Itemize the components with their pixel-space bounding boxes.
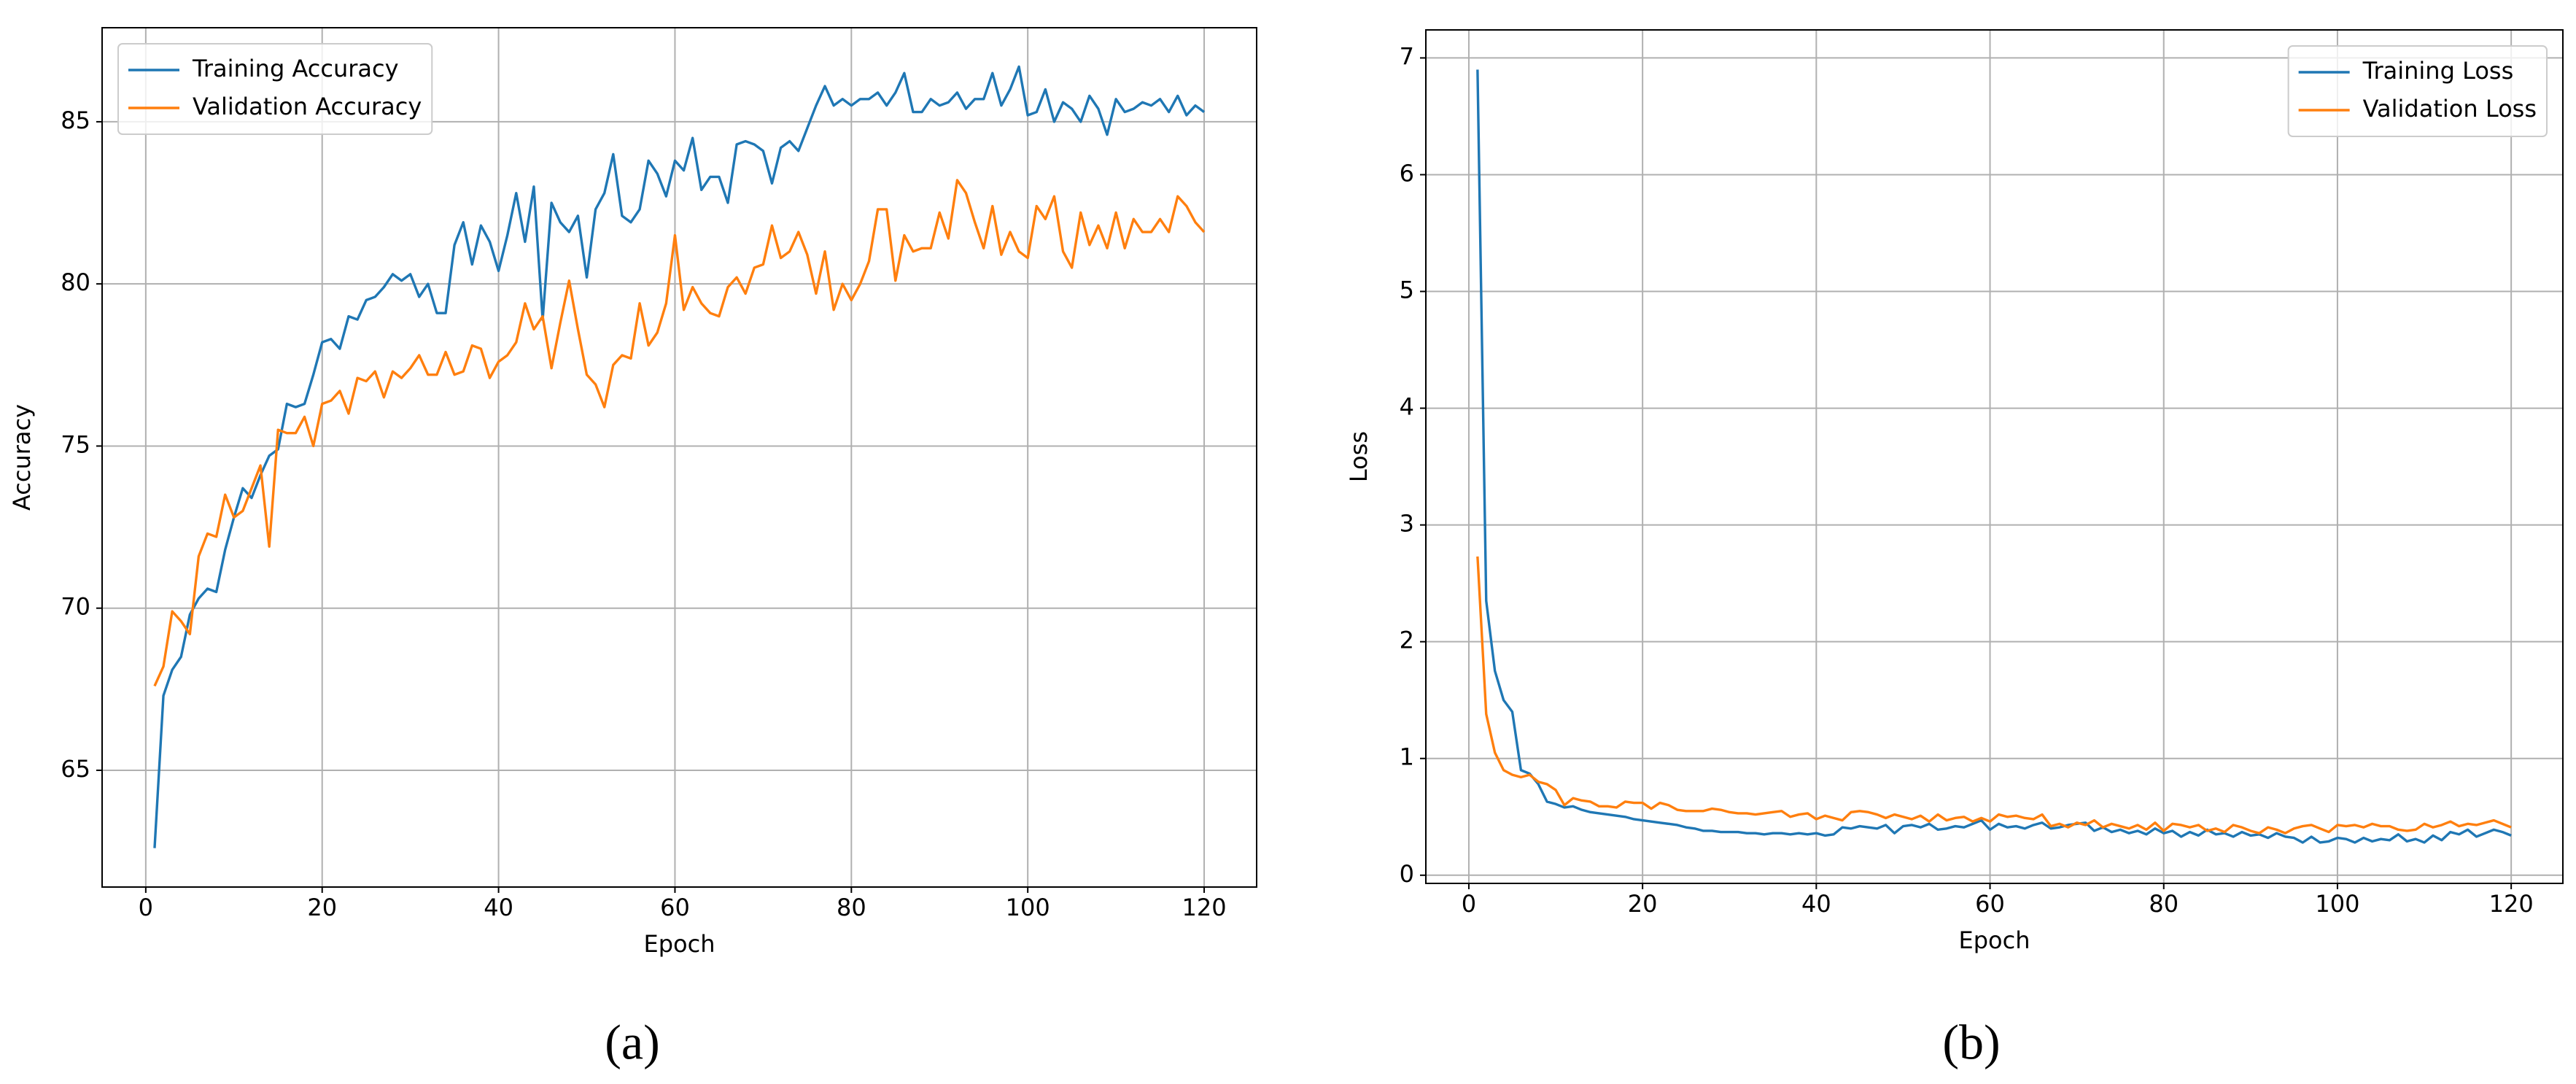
x-tick-label: 60 xyxy=(1975,890,2005,918)
y-tick-label: 70 xyxy=(61,593,90,621)
x-tick-label: 20 xyxy=(1628,890,1658,918)
y-tick-label: 6 xyxy=(1400,159,1414,187)
caption: (b) xyxy=(1942,1015,2000,1070)
data-line xyxy=(1476,69,2512,844)
x-tick-label: 120 xyxy=(2489,890,2534,918)
x-tick-label: 120 xyxy=(1182,894,1227,921)
axes-frame xyxy=(1425,29,2564,884)
legend-label: Validation Accuracy xyxy=(193,93,422,120)
y-tick-label: 85 xyxy=(61,107,90,134)
y-tick-label: 75 xyxy=(61,430,90,458)
y-tick-label: 1 xyxy=(1400,743,1414,771)
data-line xyxy=(153,65,1206,848)
y-tick-label: 65 xyxy=(61,755,90,783)
y-tick-label: 80 xyxy=(61,268,90,296)
y-axis-label: Loss xyxy=(1345,431,1373,482)
legend-label: Training Loss xyxy=(2362,57,2514,85)
x-tick-label: 40 xyxy=(1801,890,1831,918)
x-tick-label: 0 xyxy=(139,894,153,921)
x-tick-label: 20 xyxy=(307,894,337,921)
legend-label: Training Accuracy xyxy=(192,55,399,82)
legend-box xyxy=(2287,45,2548,137)
y-tick-label: 7 xyxy=(1400,42,1414,70)
caption: (a) xyxy=(605,1015,659,1070)
x-tick-label: 80 xyxy=(837,894,866,921)
x-tick-label: 100 xyxy=(2315,890,2359,918)
y-tick-label: 0 xyxy=(1400,860,1414,888)
x-axis-label: Epoch xyxy=(1959,926,2030,954)
y-tick-label: 3 xyxy=(1400,510,1414,538)
legend-label: Validation Loss xyxy=(2363,95,2537,123)
x-tick-label: 60 xyxy=(660,894,690,921)
plot: 0 20 40 60 80 100 120 65 70 75 80 85 Epoch Accuracy Tr… xyxy=(8,27,1257,958)
data-line xyxy=(1476,556,2512,835)
legend-box xyxy=(117,43,433,135)
x-tick-label: 0 xyxy=(1462,890,1476,918)
x-tick-label: 40 xyxy=(484,894,513,921)
x-axis-label: Epoch xyxy=(644,930,715,958)
y-axis-label: Accuracy xyxy=(8,404,36,511)
legend: Training Accuracy Validation Accuracy xyxy=(117,43,433,135)
y-tick-label: 4 xyxy=(1400,393,1414,421)
plot: 0 20 40 60 80 100 120 0 1 2 3 4 5 6 7 Epoch Loss Training… xyxy=(1345,29,2564,954)
y-tick-label: 2 xyxy=(1400,627,1414,654)
data-line xyxy=(153,179,1206,687)
x-tick-label: 100 xyxy=(1006,894,1050,921)
legend: Training Loss Validation Loss xyxy=(2287,45,2548,137)
x-tick-label: 80 xyxy=(2149,890,2179,918)
axes-frame xyxy=(101,27,1257,888)
y-tick-label: 5 xyxy=(1400,276,1414,304)
